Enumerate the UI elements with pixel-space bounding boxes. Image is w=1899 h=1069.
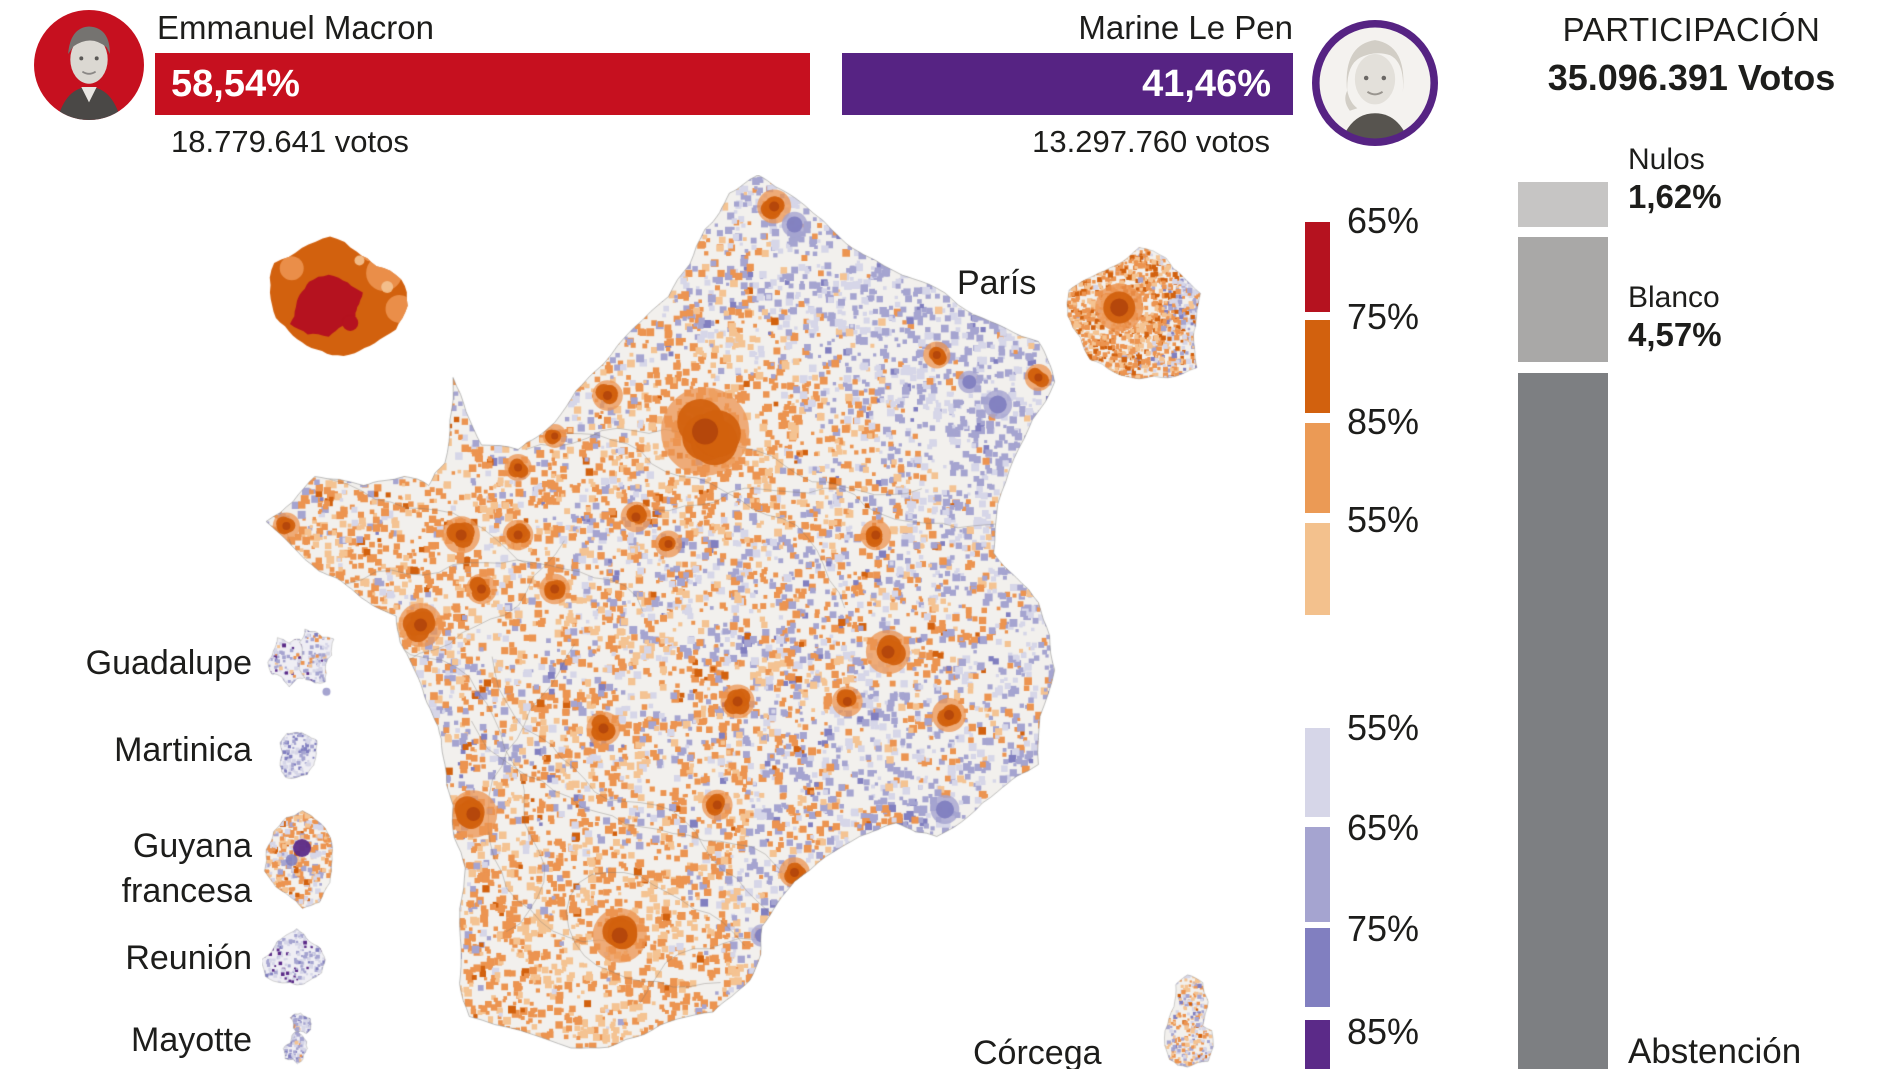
abstencion-label: Abstención	[1628, 1032, 1802, 1069]
lepen-name: Marine Le Pen	[1078, 9, 1293, 46]
lepen-votes: 13.297.760 votos	[1032, 124, 1270, 159]
martinica-map-icon	[268, 724, 326, 784]
macron-avatar	[34, 10, 144, 120]
macron-legend-label-75: 75%	[1347, 296, 1420, 337]
macron-legend-swatch-65	[1305, 222, 1330, 312]
nulos-bar-segment	[1518, 182, 1608, 227]
lepen-legend-swatch-75	[1305, 928, 1330, 1007]
corsica-inset-label: Córcega	[973, 1034, 1102, 1069]
lepen-avatar	[1312, 20, 1438, 146]
reunion-map-icon	[262, 928, 332, 992]
territory-label-martinica: Martinica	[114, 731, 252, 769]
paris-inset-label: París	[957, 264, 1037, 302]
lepen-legend-swatch-55	[1305, 728, 1330, 817]
macron-bar: 58,54%	[155, 53, 810, 115]
macron-percent: 58,54%	[171, 63, 300, 105]
nulos-labels: Nulos 1,62%	[1628, 142, 1722, 216]
blanco-bar-segment	[1518, 237, 1608, 362]
guadalupe-map-icon	[266, 628, 338, 704]
lepen-legend-label-65: 65%	[1347, 807, 1420, 848]
lepen-percent: 41,46%	[1142, 63, 1271, 105]
macron-name: Emmanuel Macron	[157, 9, 434, 46]
lepen-bar: 41,46%	[842, 53, 1293, 115]
lepen-legend-label-75: 75%	[1347, 908, 1420, 949]
nulos-value: 1,62%	[1628, 178, 1722, 215]
mayotte-map-icon	[282, 1012, 316, 1066]
macron-legend-label-65: 65%	[1347, 200, 1420, 241]
macron-votes: 18.779.641 votos	[171, 124, 409, 159]
territory-label-guadalupe: Guadalupe	[85, 644, 252, 682]
paris-inset-map	[1063, 245, 1215, 387]
participation-panel: PARTICIPACIÓN 35.096.391 Votos	[1499, 10, 1884, 100]
territory-label-guyana: Guyana francesa	[121, 827, 252, 910]
guyana-map-icon	[258, 810, 338, 910]
territory-label-mayotte: Mayotte	[131, 1021, 252, 1059]
macron-legend-swatch-75	[1305, 320, 1330, 413]
participation-total: 35.096.391 Votos	[1547, 57, 1836, 98]
territory-label-reunion: Reunión	[125, 939, 252, 977]
blanco-value: 4,57%	[1628, 316, 1722, 353]
inset-map-unlabeled	[264, 234, 418, 390]
lepen-legend-label-55: 55%	[1347, 707, 1420, 748]
lepen-legend-swatch-85	[1305, 1020, 1330, 1069]
macron-legend-label-55: 55%	[1347, 499, 1420, 540]
macron-legend-swatch-55	[1305, 523, 1330, 615]
abstencion-bar-segment	[1518, 373, 1608, 1069]
blanco-labels: Blanco 4,57%	[1628, 280, 1722, 354]
macron-legend-swatch-85	[1305, 423, 1330, 513]
nulos-label: Nulos	[1628, 143, 1705, 176]
lepen-legend-label-85: 85%	[1347, 1011, 1420, 1052]
participation-title: PARTICIPACIÓN	[1562, 11, 1821, 48]
lepen-legend-swatch-65	[1305, 827, 1330, 922]
macron-legend-label-85: 85%	[1347, 401, 1420, 442]
blanco-label: Blanco	[1628, 281, 1720, 314]
corsica-inset-map	[1138, 973, 1228, 1069]
